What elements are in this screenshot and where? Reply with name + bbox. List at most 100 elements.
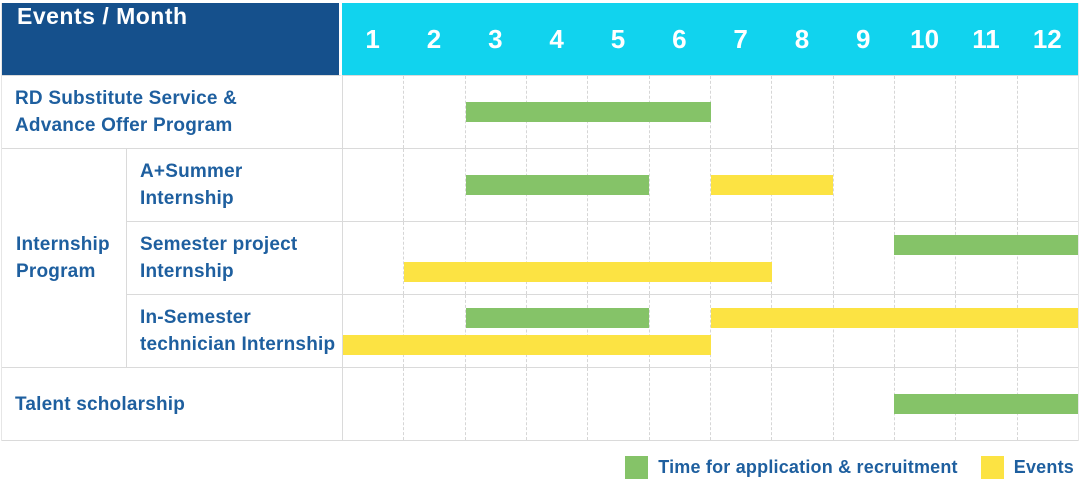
month-label-9: 9 — [856, 23, 871, 54]
gantt-table: Events / Month 1 2 3 4 5 6 7 8 9 10 11 12 RD Substi… — [1, 3, 1079, 441]
row-chart-area — [342, 222, 1078, 295]
month-gridlines — [343, 295, 1078, 367]
month-gridline — [709, 368, 771, 440]
month-gridline — [832, 368, 894, 440]
month-label-1: 1 — [365, 23, 380, 54]
month-gridline — [955, 76, 1016, 148]
month-label-4: 4 — [549, 23, 564, 54]
month-gridline — [525, 222, 587, 294]
month-gridline — [893, 295, 955, 367]
bar-line — [343, 307, 1078, 328]
bar-line — [343, 175, 1078, 195]
month-gridline — [832, 149, 894, 221]
event-bar — [343, 334, 711, 355]
month-gridline — [893, 222, 955, 294]
legend-item-event: Events — [980, 456, 1074, 479]
chart-legend: Time for application & recruitment Events — [1, 456, 1079, 479]
month-gridline — [709, 222, 771, 294]
row-label-line: Advance Offer Program — [15, 115, 233, 136]
row-label-line: Talent scholarship — [15, 393, 186, 415]
event-bar — [710, 175, 833, 195]
month-gridline — [403, 76, 464, 148]
row-label-line: Internship — [140, 261, 234, 282]
application-bar — [465, 175, 650, 195]
bar-lines — [343, 149, 1078, 221]
month-label-5: 5 — [610, 23, 626, 54]
month-gridline — [955, 149, 1016, 221]
month-gridline — [464, 222, 526, 294]
row-chart-area — [342, 76, 1078, 149]
month-gridline — [587, 368, 648, 440]
month-gridline — [464, 368, 526, 440]
month-header-row: 1 2 3 4 5 6 7 8 9 10 11 12 — [342, 3, 1078, 76]
row-label: A+Summer Internship — [127, 149, 342, 222]
row-chart-area — [342, 149, 1078, 222]
month-gridline — [771, 76, 832, 148]
month-gridline — [587, 295, 648, 367]
gantt-schedule-page: Events / Month 1 2 3 4 5 6 7 8 9 10 11 12 RD Substi… — [1, 3, 1079, 479]
month-gridline — [403, 149, 464, 221]
month-gridline — [709, 149, 771, 221]
month-gridline — [587, 222, 648, 294]
month-label-11: 11 — [972, 23, 1000, 54]
month-label-12: 12 — [1032, 23, 1062, 54]
month-gridline — [832, 76, 894, 148]
month-gridline — [955, 295, 1016, 367]
legend-swatch-event — [980, 456, 1004, 479]
bar-line — [343, 261, 1078, 282]
month-gridline — [464, 295, 526, 367]
row-label-line: Semester project — [140, 234, 298, 255]
month-gridline — [403, 295, 464, 367]
month-label-8: 8 — [794, 23, 810, 54]
event-bar — [710, 307, 1078, 328]
month-gridline — [648, 222, 710, 294]
month-gridline — [464, 149, 526, 221]
month-gridline — [771, 295, 832, 367]
row-chart-area — [342, 295, 1078, 368]
month-label-10: 10 — [910, 23, 940, 54]
month-gridline — [771, 368, 832, 440]
month-gridline — [1016, 149, 1078, 221]
legend-label-application: Time for application & recruitment — [658, 457, 958, 477]
bar-line — [343, 394, 1078, 414]
bar-line — [343, 234, 1078, 255]
group-label-line: Internship — [16, 234, 110, 255]
month-label-7: 7 — [733, 23, 748, 54]
bar-lines — [343, 76, 1078, 148]
application-bar — [465, 102, 711, 122]
row-label: In-Semester technician Internship — [127, 295, 342, 368]
legend-item-application: Time for application & recruitment — [625, 456, 958, 479]
month-gridline — [1016, 222, 1078, 294]
month-gridline — [893, 76, 955, 148]
month-gridlines — [343, 222, 1078, 294]
month-gridline — [709, 295, 771, 367]
row-label: Semester project Internship — [127, 222, 342, 295]
legend-label-event: Events — [1013, 457, 1074, 477]
month-gridline — [525, 295, 587, 367]
month-gridline — [1016, 76, 1078, 148]
row-label: Talent scholarship — [2, 368, 342, 441]
event-bar — [404, 261, 772, 282]
bar-line — [343, 102, 1078, 122]
row-label-line: Internship — [140, 188, 234, 209]
row-chart-area — [342, 368, 1078, 441]
month-gridline — [403, 222, 464, 294]
month-gridline — [648, 368, 710, 440]
events-month-header: Events / Month — [2, 3, 342, 76]
bar-lines — [343, 368, 1078, 440]
month-gridline — [832, 295, 894, 367]
month-label-3: 3 — [488, 23, 503, 54]
month-gridline — [403, 368, 464, 440]
row-label: RD Substitute Service & Advance Offer Pro… — [2, 76, 342, 149]
month-gridline — [832, 222, 894, 294]
month-label-6: 6 — [672, 23, 687, 54]
month-gridline — [648, 295, 710, 367]
application-bar — [894, 394, 1078, 414]
month-gridline — [525, 368, 587, 440]
bar-lines — [343, 222, 1078, 294]
bar-line — [343, 334, 1078, 355]
month-gridline — [893, 149, 955, 221]
month-gridline — [955, 222, 1016, 294]
group-label-line: Program — [16, 261, 96, 282]
month-gridline — [771, 222, 832, 294]
